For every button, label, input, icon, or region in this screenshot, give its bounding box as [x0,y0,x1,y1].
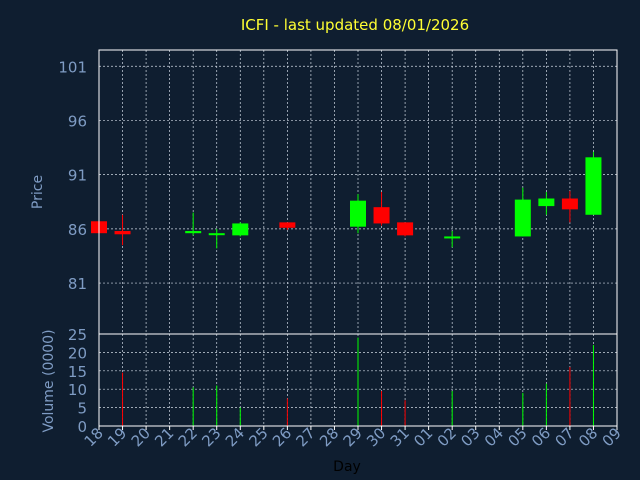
x-axis-label: Day [333,459,361,475]
candle-body [279,222,296,228]
x-tick-label: 02 [434,424,460,450]
volume-tick-label: 0 [77,418,87,436]
x-tick-label: 25 [245,424,271,450]
x-tick-label: 09 [599,424,625,450]
candle-body [350,200,366,227]
x-tick-label: 23 [198,424,224,450]
x-tick-label: 22 [175,424,201,450]
candle-body [114,231,131,235]
candle-body [185,231,202,234]
price-tick-label: 86 [68,221,87,239]
volume-tick-label: 20 [68,344,87,362]
x-tick-label: 08 [575,424,601,450]
candle-body [444,236,461,239]
x-tick-label: 20 [128,424,154,450]
candle-body [397,222,414,236]
x-tick-label: 24 [222,424,248,450]
x-tick-label: 27 [293,424,319,450]
price-tick-label: 101 [58,58,87,76]
x-tick-label: 05 [504,424,530,450]
price-tick-label: 96 [68,112,87,130]
x-tick-label: 28 [316,424,342,450]
volume-tick-label: 5 [77,400,87,418]
volume-axis-label: Volume (0000) [41,329,57,432]
price-tick-label: 91 [68,167,87,185]
price-tick-label: 81 [68,275,87,293]
x-tick-label: 21 [151,424,177,450]
x-tick-label: 30 [363,424,389,450]
x-tick-label: 01 [410,424,436,450]
x-tick-label: 03 [457,424,483,450]
x-tick-label: 04 [481,424,507,450]
candle-body [538,198,555,207]
candle-body [373,207,390,224]
x-tick-label: 06 [528,424,554,450]
volume-tick-label: 15 [68,363,87,381]
x-tick-label: 31 [387,424,413,450]
candle-body [561,198,578,210]
x-tick-label: 26 [269,424,295,450]
volume-panel [122,337,594,426]
price-axis-label: Price [30,175,46,209]
candle-body [232,223,249,236]
price-panel [91,151,602,249]
x-tick-label: 29 [340,424,366,450]
volume-tick-label: 10 [68,381,87,399]
candle-body [585,157,602,215]
axes-layer: 1019691868125201510501819202122232425262… [58,49,625,450]
candle-body [514,199,531,237]
candle-body [208,233,225,236]
volume-tick-label: 25 [68,326,87,344]
x-tick-label: 07 [552,424,578,450]
chart-title: ICFI - last updated 08/01/2026 [241,16,469,34]
x-tick-label: 19 [104,424,130,450]
